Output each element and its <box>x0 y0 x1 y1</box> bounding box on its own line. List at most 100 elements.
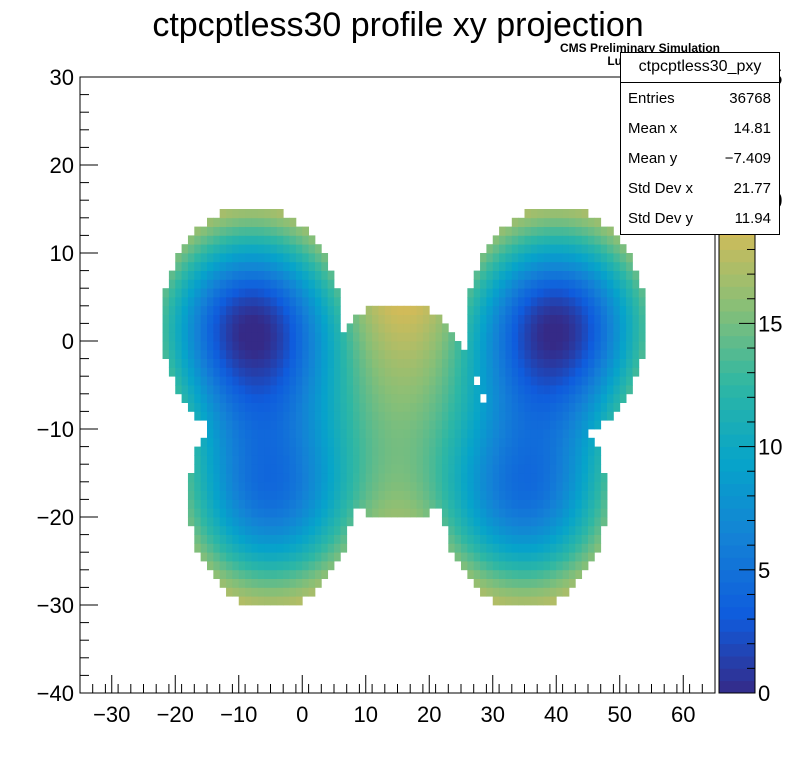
heatmap-bin <box>568 552 576 562</box>
heatmap-bin <box>486 305 494 315</box>
heatmap-bin <box>334 358 341 368</box>
heatmap-bin <box>226 288 233 298</box>
heatmap-bin <box>486 508 494 518</box>
heatmap-bin <box>289 288 297 298</box>
heatmap-bin <box>473 473 481 483</box>
heatmap-bin <box>257 455 265 465</box>
heatmap-bin <box>359 455 367 465</box>
heatmap-bin <box>480 578 487 588</box>
heatmap-bin <box>308 288 316 298</box>
heatmap-bin <box>245 420 252 430</box>
heatmap-bin <box>581 226 589 236</box>
heatmap-bin <box>207 437 214 447</box>
heatmap-bin <box>435 314 443 324</box>
heatmap-bin <box>295 244 303 254</box>
heatmap-bin <box>264 499 271 509</box>
heatmap-bin <box>588 288 595 298</box>
heatmap-bin <box>575 323 583 333</box>
heatmap-bin <box>187 270 195 280</box>
heatmap-bin <box>448 446 456 456</box>
heatmap-bin <box>441 402 449 412</box>
heatmap-bin <box>549 376 557 386</box>
heatmap-bin <box>568 341 576 351</box>
heatmap-bin <box>232 393 240 403</box>
heatmap-bin <box>226 543 233 553</box>
heatmap-bin <box>232 385 240 395</box>
heatmap-bin <box>581 314 589 324</box>
heatmap-bin <box>575 270 583 280</box>
heatmap-bin <box>448 525 456 535</box>
heatmap-bin <box>238 270 246 280</box>
heatmap-bin <box>467 385 475 395</box>
heatmap-bin <box>289 323 297 333</box>
heatmap-bin <box>441 508 449 518</box>
heatmap-bin <box>334 473 341 483</box>
heatmap-bin <box>632 323 640 333</box>
heatmap-bin <box>372 376 379 386</box>
heatmap-bin <box>549 455 557 465</box>
heatmap-bin <box>556 517 563 527</box>
heatmap-bin <box>619 367 627 377</box>
heatmap-bin <box>607 358 614 368</box>
heatmap-bin <box>588 349 595 359</box>
heatmap-bin <box>270 464 278 474</box>
heatmap-bin <box>321 385 329 395</box>
color-scale-band <box>719 594 755 608</box>
z-tick-label: 5 <box>758 558 770 583</box>
heatmap-bin <box>410 314 417 324</box>
heatmap-bin <box>226 235 233 245</box>
heatmap-bin <box>257 525 265 535</box>
heatmap-bin <box>575 402 583 412</box>
heatmap-bin <box>346 499 354 509</box>
heatmap-bin <box>295 253 303 263</box>
heatmap-bin <box>397 437 405 447</box>
heatmap-bin <box>321 561 329 571</box>
heatmap-bin <box>276 226 284 236</box>
heatmap-bin <box>607 367 614 377</box>
heatmap-bin <box>594 464 602 474</box>
heatmap-bin <box>626 288 633 298</box>
heatmap-bin <box>556 473 563 483</box>
heatmap-bin <box>226 481 233 491</box>
heatmap-bin <box>175 358 182 368</box>
heatmap-bin <box>270 261 278 271</box>
heatmap-bin <box>207 367 214 377</box>
heatmap-bin <box>467 569 475 579</box>
heatmap-bin <box>626 367 633 377</box>
heatmap-bin <box>194 261 202 271</box>
heatmap-bin <box>505 349 513 359</box>
heatmap-bin <box>594 349 602 359</box>
heatmap-bin <box>518 499 525 509</box>
heatmap-bin <box>238 490 246 500</box>
heatmap-bin <box>353 429 360 439</box>
heatmap-bin <box>213 341 221 351</box>
heatmap-bin <box>626 253 633 263</box>
heatmap-bin <box>226 552 233 562</box>
heatmap-bin <box>543 244 551 254</box>
heatmap-bin <box>245 429 252 439</box>
heatmap-bin <box>194 376 202 386</box>
heatmap-bin <box>511 490 519 500</box>
heatmap-bin <box>359 341 367 351</box>
heatmap-bin <box>276 473 284 483</box>
heatmap-bin <box>334 341 341 351</box>
y-tick-label: −30 <box>37 593 74 618</box>
heatmap-bin <box>264 349 271 359</box>
heatmap-bin <box>264 209 271 219</box>
heatmap-bin <box>181 341 189 351</box>
heatmap-bin <box>416 305 424 315</box>
heatmap-bin <box>505 499 513 509</box>
heatmap-bin <box>270 481 278 491</box>
heatmap-bin <box>270 297 278 307</box>
heatmap-bin <box>308 411 316 421</box>
heatmap-bin <box>581 561 589 571</box>
heatmap-bin <box>581 552 589 562</box>
heatmap-bin <box>549 534 557 544</box>
heatmap-bin <box>270 226 278 236</box>
heatmap-bin <box>575 455 583 465</box>
heatmap-bin <box>340 499 348 509</box>
heatmap-bin <box>575 552 583 562</box>
heatmap-bin <box>556 314 563 324</box>
heatmap-bin <box>365 499 373 509</box>
heatmap-bin <box>492 464 500 474</box>
